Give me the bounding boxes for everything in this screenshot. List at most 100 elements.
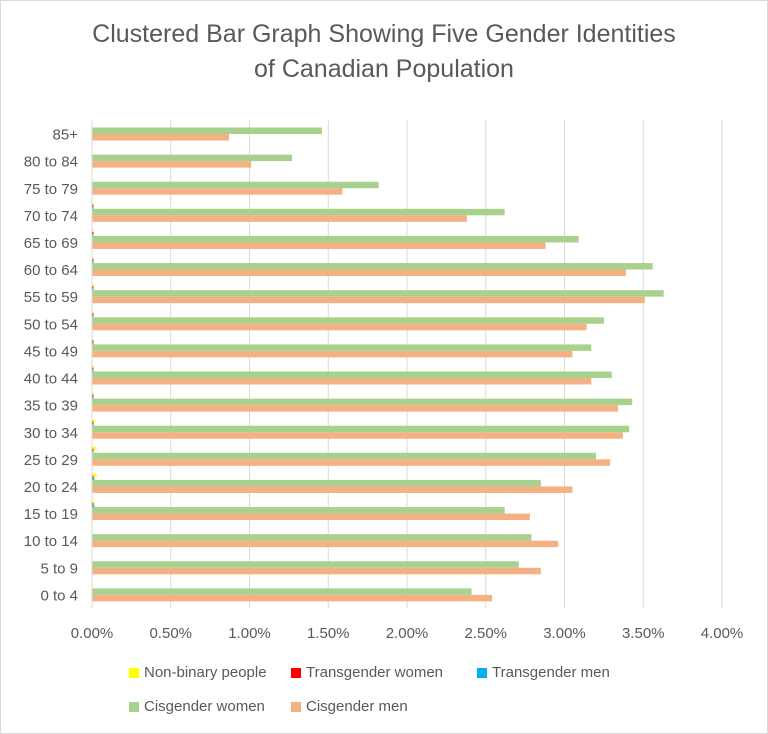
bar-cisgender-men [92, 594, 493, 602]
bar-cisgender-men [92, 134, 230, 141]
bar-transgender-women [92, 231, 94, 235]
y-tick-label: 85+ [53, 127, 79, 144]
bar-cisgender-men [92, 378, 592, 385]
y-tick-label: 5 to 9 [40, 560, 78, 577]
y-tick-label: 20 to 24 [24, 479, 78, 496]
bar-cisgender-women [92, 507, 505, 514]
chart-title-line-1: Clustered Bar Graph Showing Five Gender … [92, 20, 676, 48]
x-tick-label: 1.50% [307, 625, 350, 642]
y-tick-label: 0 to 4 [40, 587, 78, 604]
bar-transgender-men [92, 369, 94, 373]
bar-non-binary-people [92, 446, 97, 450]
bar-transgender-men [92, 261, 94, 265]
bar-cisgender-men [92, 513, 530, 521]
legend-swatch [129, 667, 139, 678]
legend-label: Transgender women [306, 664, 444, 681]
bar-cisgender-women [92, 479, 541, 487]
bar-transgender-women [92, 204, 94, 208]
y-tick-label: 70 to 74 [24, 208, 78, 225]
bar-non-binary-people [92, 229, 94, 233]
bar-cisgender-men [92, 486, 573, 493]
bar-non-binary-people [92, 338, 94, 342]
bar-cisgender-women [92, 588, 472, 595]
bar-transgender-men [92, 423, 94, 427]
y-tick-label: 80 to 84 [24, 154, 78, 171]
bar-transgender-men [92, 288, 94, 292]
bar-cisgender-men [92, 296, 645, 304]
bar-cisgender-men [92, 323, 587, 331]
chart-title-line-2: of Canadian Population [254, 55, 514, 83]
y-tick-label: 50 to 54 [24, 316, 78, 333]
bar-transgender-women [92, 259, 94, 263]
legend-label: Transgender men [492, 664, 610, 681]
y-tick-label: 60 to 64 [24, 262, 78, 279]
x-tick-label: 2.50% [464, 625, 507, 642]
x-tick-label: 4.00% [701, 625, 744, 642]
y-tick-label: 30 to 34 [24, 425, 78, 442]
x-tick-label: 3.50% [622, 625, 665, 642]
y-tick-label: 75 to 79 [24, 181, 78, 198]
legend-swatch [291, 667, 301, 678]
bar-cisgender-men [92, 567, 541, 575]
bar-cisgender-men [92, 459, 611, 466]
bar-cisgender-women [92, 127, 322, 134]
bar-transgender-men [92, 396, 94, 400]
legend-swatch [477, 667, 487, 678]
bar-transgender-women [92, 503, 94, 507]
bar-cisgender-women [92, 534, 532, 541]
bar-cisgender-men [92, 350, 573, 358]
bar-transgender-women [92, 475, 94, 479]
legend-item-transgender-men: Transgender men [477, 664, 610, 681]
legend-item-cisgender-men: Cisgender men [291, 698, 408, 715]
bar-transgender-men [92, 505, 95, 509]
bar-cisgender-men [92, 161, 252, 168]
y-tick-label: 35 to 39 [24, 398, 78, 415]
bar-transgender-women [92, 448, 94, 452]
legend-item-cisgender-women: Cisgender women [129, 698, 265, 715]
x-tick-label: 1.00% [228, 625, 271, 642]
bar-cisgender-women [92, 452, 596, 460]
legend-item-transgender-women: Transgender women [291, 664, 443, 681]
bar-cisgender-women [92, 235, 579, 243]
bar-transgender-women [92, 394, 94, 398]
x-tick-label: 3.00% [543, 625, 586, 642]
y-tick-label: 40 to 44 [24, 371, 78, 388]
bar-transgender-men [92, 233, 94, 237]
bar-non-binary-people [92, 311, 94, 315]
bar-non-binary-people [92, 257, 94, 261]
bar-transgender-women [92, 286, 94, 290]
bar-cisgender-men [92, 242, 546, 249]
bar-non-binary-people [92, 202, 94, 206]
legend-label: Non-binary people [144, 664, 267, 681]
bar-non-binary-people [92, 501, 95, 505]
bar-cisgender-women [92, 425, 630, 433]
bar-cisgender-men [92, 540, 559, 548]
bar-cisgender-men [92, 432, 623, 439]
y-tick-label: 25 to 29 [24, 452, 78, 469]
legend-swatch [291, 701, 301, 712]
bar-transgender-men [92, 450, 94, 454]
bar-cisgender-women [92, 263, 653, 270]
bar-transgender-men [92, 342, 94, 346]
bar-transgender-men [92, 206, 94, 210]
bar-transgender-men [92, 315, 94, 319]
legend-label: Cisgender men [306, 698, 408, 715]
bar-cisgender-women [92, 371, 612, 378]
bar-cisgender-women [92, 290, 664, 297]
legend-item-non-binary: Non-binary people [129, 664, 267, 681]
y-tick-label: 45 to 49 [24, 343, 78, 360]
bar-cisgender-women [92, 154, 293, 162]
bar-cisgender-men [92, 405, 619, 412]
bar-transgender-women [92, 340, 94, 344]
x-tick-label: 2.00% [386, 625, 429, 642]
bar-cisgender-women [92, 344, 592, 351]
x-tick-label: 0.50% [149, 625, 192, 642]
bar-non-binary-people [92, 284, 94, 288]
bar-transgender-women [92, 313, 94, 317]
bar-cisgender-women [92, 181, 379, 189]
legend-label: Cisgender women [144, 698, 265, 715]
y-tick-label: 55 to 59 [24, 289, 78, 306]
bar-cisgender-men [92, 188, 343, 195]
bar-non-binary-people [92, 392, 94, 396]
